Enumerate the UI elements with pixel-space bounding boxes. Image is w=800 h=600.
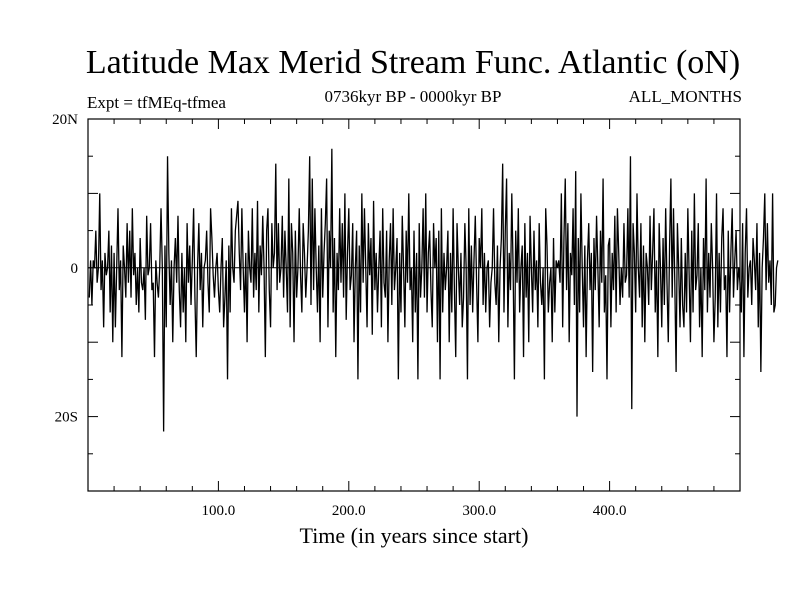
y-tick-label: 0 [71, 261, 79, 277]
x-tick-label: 100.0 [202, 503, 236, 519]
x-axis-label: Time (in years since start) [299, 523, 529, 548]
axis-tick-labels: 100.0 200.0 300.0 400.0 20N 0 20S [52, 112, 626, 519]
x-tick-label: 300.0 [462, 503, 496, 519]
y-tick-label: 20S [55, 410, 78, 426]
x-tick-label: 200.0 [332, 503, 366, 519]
x-tick-label: 400.0 [593, 503, 627, 519]
y-tick-label: 20N [52, 112, 78, 128]
data-series [88, 148, 779, 432]
series-line [88, 148, 779, 432]
chart-title: Latitude Max Merid Stream Func. Atlantic… [85, 44, 741, 81]
months-label: ALL_MONTHS [628, 87, 742, 106]
experiment-label: Expt = tfMEq-tfmea [87, 93, 226, 112]
period-label: 0736kyr BP - 0000kyr BP [324, 87, 502, 106]
axis-ticks [88, 119, 740, 491]
